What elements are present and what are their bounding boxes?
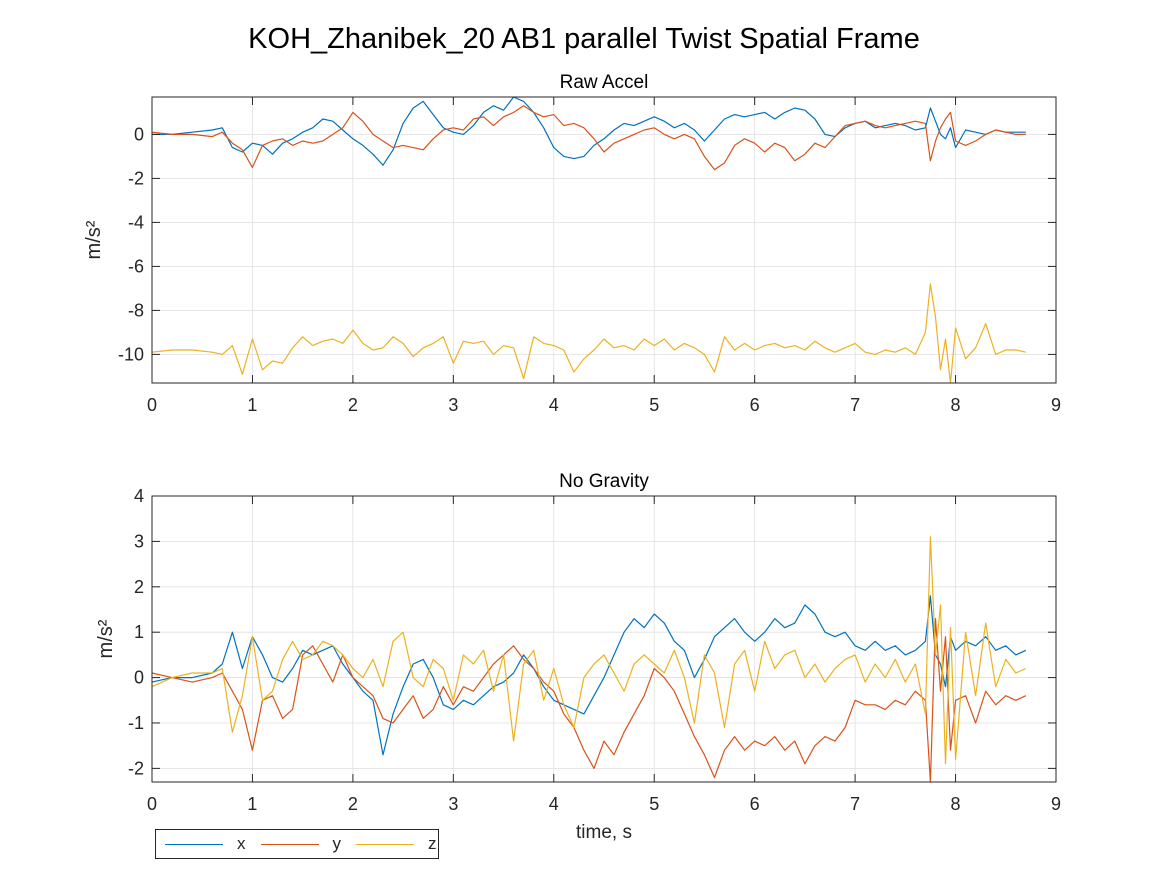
x-tick-label: 3 [448,395,458,415]
y-tick-label: 1 [134,622,144,642]
legend-item-z: z [356,834,437,854]
x-tick-label: 0 [147,395,157,415]
series-line-x [152,96,1026,166]
x-axis-label: time, s [576,822,632,843]
legend-line-x [165,843,223,845]
x-tick-label: 7 [850,395,860,415]
legend: x y z [155,829,439,859]
y-axis-label: m/s² [83,220,105,259]
x-tick-label: 7 [850,794,860,814]
axes-title-no-gravity: No Gravity [559,471,649,492]
x-tick-label: 6 [750,395,760,415]
series-line-y [151,105,1026,171]
y-axis-label: m/s² [95,619,117,658]
y-tick-label: -2 [128,168,144,188]
y-tick-label: -10 [118,344,144,364]
y-tick-label: 3 [134,531,144,551]
series-line-y [151,617,1027,783]
axes-frame [151,96,1057,384]
y-tick-label: -4 [128,212,144,232]
series-line-z [151,283,1027,384]
series-line-x [151,595,1027,756]
x-tick-label: 2 [348,794,358,814]
y-tick-label: -6 [128,256,144,276]
x-tick-label: 8 [951,395,961,415]
x-tick-label: 6 [750,794,760,814]
y-tick-label: -8 [128,300,144,320]
legend-label-x: x [237,834,246,853]
x-tick-label: 0 [147,794,157,814]
x-tick-label: 3 [448,794,458,814]
y-tick-label: 0 [134,668,144,688]
x-tick-label: 9 [1051,794,1061,814]
axes-frame [151,495,1057,783]
legend-line-y [260,843,319,845]
axes-title-raw-accel: Raw Accel [560,72,649,93]
x-tick-label: 8 [951,794,961,814]
x-tick-label: 9 [1051,395,1061,415]
x-tick-label: 4 [549,395,559,415]
y-tick-label: -1 [128,713,144,733]
y-tick-label: 4 [134,486,144,506]
legend-line-z [356,843,414,845]
legend-item-y: y [260,834,342,854]
legend-item-x: x [165,834,246,854]
x-tick-label: 1 [247,395,257,415]
y-tick-label: 0 [134,124,144,144]
axes-no-gravity: No Gravity time, s 0 1 2 3 4 5 6 7 8 9 -2 -1 0 1 2 3 4 m/… [95,471,1061,843]
legend-label-z: z [428,834,437,853]
x-tick-label: 5 [649,395,659,415]
y-tick-label: 2 [134,577,144,597]
x-tick-label: 4 [549,794,559,814]
x-tick-label: 2 [348,395,358,415]
plot-area [152,97,1056,383]
y-tick-label: -2 [128,758,144,778]
axes-raw-accel: Raw Accel 0 1 2 3 4 5 6 7 8 9 -10 -8 -6 -4 -2 0 m/s² [83,72,1061,415]
legend-label-y: y [332,834,342,853]
plot-area [152,496,1056,782]
figure-title: KOH_Zhanibek_20 AB1 parallel Twist Spati… [248,23,920,55]
series-line-z [151,536,1027,765]
x-tick-label: 1 [247,794,257,814]
x-tick-label: 5 [649,794,659,814]
